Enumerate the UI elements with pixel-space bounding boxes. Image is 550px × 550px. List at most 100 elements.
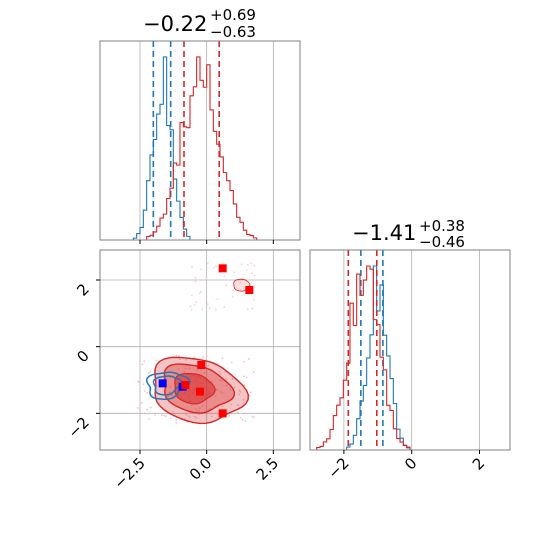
param2-title-plus: +0.38 bbox=[419, 217, 465, 235]
joint-sample-point bbox=[196, 369, 199, 371]
joint-sample-point bbox=[177, 355, 180, 357]
joint-sample-point bbox=[191, 266, 193, 268]
param1-title-value: −0.22 bbox=[143, 12, 207, 36]
joint-sample-point bbox=[251, 415, 254, 418]
joint-sample-point bbox=[233, 386, 236, 389]
joint-sample-point bbox=[205, 278, 208, 280]
joint-sample-point bbox=[185, 359, 187, 361]
joint-sample-point bbox=[253, 371, 255, 374]
joint-param1-param2-panel bbox=[99, 249, 301, 451]
joint-sample-point bbox=[230, 403, 233, 406]
joint-sample-point bbox=[245, 376, 248, 379]
joint-sample-point bbox=[242, 398, 245, 401]
joint-sample-point bbox=[207, 262, 209, 265]
joint-sample-point bbox=[247, 357, 250, 360]
joint-sample-point bbox=[200, 291, 202, 293]
joint-sample-point bbox=[167, 395, 169, 398]
joint-sample-point bbox=[146, 408, 148, 411]
joint-sample-point bbox=[243, 360, 245, 363]
joint-sample-point bbox=[193, 303, 196, 306]
joint-sample-point bbox=[221, 262, 224, 265]
joint-sample-point bbox=[198, 407, 201, 410]
joint-sample-point bbox=[169, 417, 172, 420]
joint-y-tick-label: 2 bbox=[73, 280, 92, 299]
joint-sample-point bbox=[253, 264, 256, 267]
joint-sample-point bbox=[231, 289, 234, 292]
joint-sample-point bbox=[208, 408, 211, 411]
param2-title-minus: −0.46 bbox=[419, 233, 465, 251]
marginal-param1-frame bbox=[99, 40, 301, 241]
joint-sample-point bbox=[221, 357, 224, 360]
marginal-param1-panel bbox=[99, 40, 301, 241]
joint-sample-point bbox=[253, 274, 256, 277]
joint-marker-square bbox=[197, 361, 206, 369]
joint-sample-point bbox=[175, 419, 178, 422]
joint-sample-point bbox=[143, 390, 146, 392]
joint-sample-point bbox=[195, 301, 198, 304]
joint-sample-point bbox=[149, 370, 152, 373]
joint-y-tick-label: 0 bbox=[73, 347, 92, 366]
joint-sample-point bbox=[244, 420, 247, 423]
joint-sample-point bbox=[239, 416, 242, 419]
joint-sample-point bbox=[169, 385, 172, 388]
joint-sample-point bbox=[237, 404, 239, 407]
joint-sample-point bbox=[177, 368, 180, 370]
joint-sample-point bbox=[148, 418, 151, 420]
marginal-param2-background bbox=[310, 250, 510, 450]
joint-series-a-contour-outer bbox=[145, 371, 191, 400]
joint-sample-point bbox=[239, 281, 242, 284]
joint-sample-point bbox=[238, 393, 241, 396]
joint-sample-point bbox=[206, 303, 209, 306]
param2-title: −1.41 +0.38 −0.46 bbox=[352, 217, 465, 251]
joint-sample-point bbox=[214, 308, 217, 311]
param1-title-minus: −0.63 bbox=[210, 23, 256, 41]
joint-sample-point bbox=[251, 307, 254, 310]
joint-x-tick-label: 0.0 bbox=[186, 454, 216, 484]
joint-sample-point bbox=[136, 407, 139, 409]
joint-sample-point bbox=[221, 392, 224, 395]
param2-title-value: −1.41 bbox=[352, 221, 416, 245]
marginal-param1-series-1-histogram bbox=[100, 56, 300, 241]
joint-sample-point bbox=[171, 394, 173, 397]
joint-sample-point bbox=[216, 298, 219, 300]
joint-sample-point bbox=[240, 263, 243, 266]
joint-sample-point bbox=[214, 394, 217, 397]
joint-sample-point bbox=[161, 414, 163, 416]
joint-sample-point bbox=[208, 307, 211, 310]
joint-sample-point bbox=[140, 401, 143, 404]
joint-sample-point bbox=[218, 370, 221, 373]
joint-sample-point bbox=[216, 389, 219, 392]
joint-sample-point bbox=[151, 394, 154, 396]
joint-marker-square bbox=[158, 379, 167, 388]
joint-sample-point bbox=[139, 390, 141, 393]
joint-series-a-contour-inner bbox=[152, 375, 183, 396]
joint-sample-point bbox=[147, 372, 150, 374]
joint-sample-point bbox=[206, 355, 208, 357]
joint-sample-point bbox=[179, 358, 181, 361]
joint-sample-point bbox=[248, 394, 251, 397]
joint-sample-point bbox=[243, 384, 246, 387]
joint-sample-point bbox=[175, 422, 178, 424]
joint-sample-point bbox=[200, 268, 202, 271]
joint-sample-point bbox=[168, 391, 171, 394]
joint-sample-point bbox=[225, 384, 228, 387]
joint-sample-point bbox=[198, 292, 201, 295]
joint-sample-point bbox=[249, 391, 252, 394]
joint-sample-point bbox=[137, 380, 139, 383]
joint-sample-point bbox=[237, 411, 239, 414]
marginal-param2-x-tick-label: 0 bbox=[401, 454, 420, 473]
joint-sample-point bbox=[201, 308, 204, 311]
joint-sample-point bbox=[201, 404, 204, 407]
joint-sample-point bbox=[246, 263, 249, 266]
joint-x-tick-label: 2.5 bbox=[253, 454, 283, 484]
joint-sample-point bbox=[225, 284, 227, 287]
joint-sample-point bbox=[191, 294, 193, 297]
joint-sample-point bbox=[194, 415, 196, 418]
joint-sample-point bbox=[211, 380, 214, 383]
joint-sample-point bbox=[191, 412, 194, 415]
marginal-param2-x-tick-label: 2 bbox=[469, 454, 488, 473]
joint-sample-point bbox=[210, 415, 213, 418]
joint-sample-point bbox=[207, 364, 210, 367]
joint-sample-point bbox=[141, 363, 144, 366]
